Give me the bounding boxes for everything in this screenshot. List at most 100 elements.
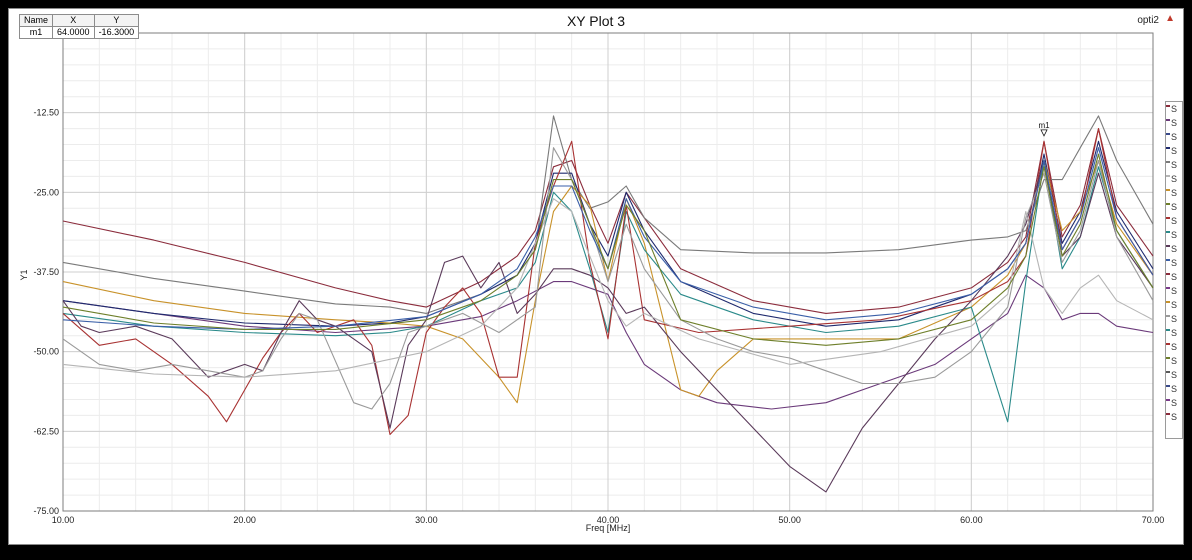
legend-swatch <box>1166 175 1170 177</box>
legend-label: S <box>1171 216 1178 226</box>
series-line-1[interactable] <box>62 128 1154 314</box>
legend-entry[interactable]: S <box>1166 382 1182 396</box>
x-tick-label: 40.00 <box>597 515 620 525</box>
legend-entry[interactable]: S <box>1166 130 1182 144</box>
x-tick-label: 30.00 <box>415 515 438 525</box>
legend-label: S <box>1171 160 1178 170</box>
legend-entry[interactable]: S <box>1166 242 1182 256</box>
marker-y-cell: -16.3000 <box>93 26 140 39</box>
legend-entry[interactable]: S <box>1166 116 1182 130</box>
legend-label: S <box>1171 272 1178 282</box>
y-tick-label: -12.50 <box>33 108 59 118</box>
y-tick-label: -25.00 <box>33 187 59 197</box>
xy-plot[interactable]: m1 10.00 20.00 30.00 40.00 50.00 60.00 70.00 -… <box>9 9 1183 544</box>
legend-entry[interactable]: S <box>1166 228 1182 242</box>
series-line-3[interactable] <box>62 274 1154 410</box>
legend-entry[interactable]: S <box>1166 144 1182 158</box>
x-tick-label: 20.00 <box>233 515 256 525</box>
legend-entry[interactable]: S <box>1166 270 1182 284</box>
legend-entry[interactable]: S <box>1166 298 1182 312</box>
legend-entry[interactable]: S <box>1166 158 1182 172</box>
y-tick-label: -37.50 <box>33 267 59 277</box>
legend-label: S <box>1171 118 1178 128</box>
legend-swatch <box>1166 329 1170 331</box>
plot-window: m1 10.00 20.00 30.00 40.00 50.00 60.00 70.00 -… <box>8 8 1184 545</box>
x-tick-label: 70.00 <box>1142 515 1165 525</box>
legend-entry[interactable]: S <box>1166 284 1182 298</box>
marker-header-y: Y <box>93 14 140 27</box>
legend-label: S <box>1171 286 1178 296</box>
series-line-11[interactable] <box>62 147 1154 330</box>
legend-swatch <box>1166 413 1170 415</box>
legend-entry[interactable]: S <box>1166 312 1182 326</box>
legend-label: S <box>1171 384 1178 394</box>
legend-label: S <box>1171 244 1178 254</box>
legend-label: S <box>1171 300 1178 310</box>
series-line-2[interactable] <box>62 115 1154 314</box>
marker-table[interactable]: Name X Y m1 64.0000 -16.3000 <box>18 14 140 39</box>
legend-swatch <box>1166 133 1170 135</box>
legend-entry[interactable]: S <box>1166 256 1182 270</box>
y-tick-label: -75.00 <box>33 506 59 516</box>
legend-swatch <box>1166 119 1170 121</box>
legend-entry[interactable]: S <box>1166 340 1182 354</box>
marker-triangle-icon[interactable] <box>1040 129 1048 137</box>
legend-entry[interactable]: S <box>1166 410 1182 424</box>
legend-label: S <box>1171 230 1178 240</box>
y-axis-label: Y1 <box>19 269 29 280</box>
legend-label: S <box>1171 328 1178 338</box>
legend-swatch <box>1166 105 1170 107</box>
x-axis-label: Freq [MHz] <box>586 523 631 533</box>
legend-swatch <box>1166 203 1170 205</box>
marker-table-header: Name X Y <box>18 14 140 27</box>
legend-label: S <box>1171 342 1178 352</box>
legend-swatch <box>1166 273 1170 275</box>
legend-label: S <box>1171 174 1178 184</box>
legend-label: S <box>1171 258 1178 268</box>
x-tick-label: 50.00 <box>778 515 801 525</box>
marker-row[interactable]: m1 64.0000 -16.3000 <box>18 26 140 39</box>
legend-label: S <box>1171 314 1178 324</box>
legend-entry[interactable]: S <box>1166 186 1182 200</box>
legend-label: S <box>1171 132 1178 142</box>
series-line-6[interactable] <box>62 159 1154 423</box>
y-tick-label: -50.00 <box>33 347 59 357</box>
legend-entry[interactable]: S <box>1166 354 1182 368</box>
legend-swatch <box>1166 189 1170 191</box>
design-name-label: opti2 <box>1137 15 1159 26</box>
marker-name-cell: m1 <box>18 26 54 39</box>
legend-label: S <box>1171 188 1178 198</box>
legend-swatch <box>1166 217 1170 219</box>
legend-swatch <box>1166 343 1170 345</box>
legend-swatch <box>1166 301 1170 303</box>
legend-label: S <box>1171 412 1178 422</box>
legend-swatch <box>1166 399 1170 401</box>
legend-entry[interactable]: S <box>1166 102 1182 116</box>
collapse-arrow-icon[interactable]: ▲ <box>1165 13 1175 24</box>
series-line-10[interactable] <box>62 198 1154 378</box>
legend-label: S <box>1171 370 1178 380</box>
legend-entry[interactable]: S <box>1166 172 1182 186</box>
legend-label: S <box>1171 202 1178 212</box>
x-tick-label: 60.00 <box>960 515 983 525</box>
series-line-12[interactable] <box>62 153 1154 346</box>
legend-entry[interactable]: S <box>1166 200 1182 214</box>
legend-swatch <box>1166 385 1170 387</box>
legend-swatch <box>1166 287 1170 289</box>
legend-label: S <box>1171 356 1178 366</box>
legend-entry[interactable]: S <box>1166 368 1182 382</box>
series-line-8[interactable] <box>62 159 1154 493</box>
y-tick-label: -62.50 <box>33 426 59 436</box>
legend-label: S <box>1171 104 1178 114</box>
legend-swatch <box>1166 259 1170 261</box>
marker-header-name: Name <box>18 14 54 27</box>
legend-swatch <box>1166 147 1170 149</box>
legend-swatch <box>1166 371 1170 373</box>
legend-label: S <box>1171 398 1178 408</box>
legend-entry[interactable]: S <box>1166 214 1182 228</box>
marker-label: m1 <box>1038 121 1050 130</box>
legend-entry[interactable]: S <box>1166 396 1182 410</box>
legend-entry[interactable]: S <box>1166 326 1182 340</box>
legend-swatch <box>1166 357 1170 359</box>
